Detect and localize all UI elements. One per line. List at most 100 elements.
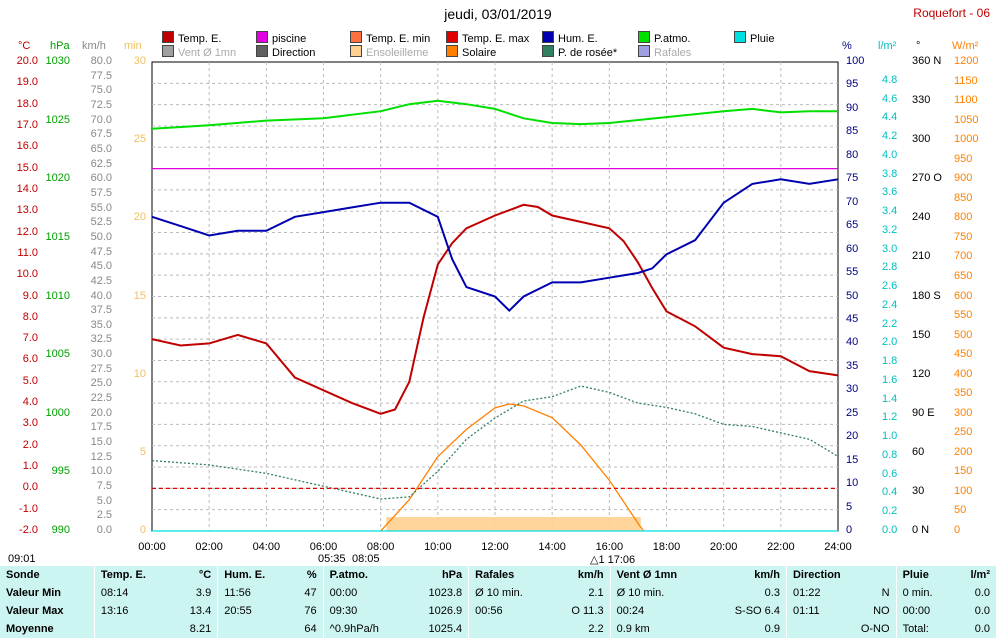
stats-cell: 13:16 — [93, 602, 172, 620]
wind-tick-label: 80.0 — [90, 55, 112, 67]
stats-header-row: Sonde Temp. E. °C Hum. E. % P.atmo. hPa … — [0, 566, 996, 584]
pressure-tick-label: 1005 — [45, 348, 70, 361]
temp-tick-label: 4.0 — [22, 396, 38, 409]
x-tick-label: 24:00 — [824, 541, 852, 553]
rain-tick-label: 2.4 — [882, 298, 898, 311]
chart-title: jeudi, 03/01/2019 — [444, 6, 552, 22]
stats-cell — [468, 620, 550, 638]
x-tick-label: 20:00 — [709, 541, 738, 553]
humidity-tick-label: 0 — [846, 524, 853, 536]
stats-cell: 00:56 — [468, 602, 550, 620]
wind-tick-label: 27.5 — [90, 362, 112, 375]
event-sunrise: 05:35 — [318, 553, 346, 565]
stats-cell: 00:00 — [322, 584, 407, 602]
humidity-tick-label: 95 — [846, 78, 859, 91]
stats-cell: 1025.4 — [428, 623, 463, 635]
temp-unit: °C — [18, 40, 31, 52]
series-line-solaire — [380, 403, 645, 532]
solar-tick-label: 150 — [954, 465, 973, 478]
direction-tick-label: 210 — [912, 250, 931, 263]
rain-tick-label: 3.2 — [882, 223, 898, 236]
stats-cell — [93, 620, 172, 638]
wind-tick-label: 55.0 — [90, 201, 112, 214]
wind-tick-label: 10.0 — [90, 465, 112, 478]
minutes-tick-label: 5 — [139, 445, 146, 458]
solar-tick-label: 350 — [954, 387, 973, 400]
legend-item: Vent Ø 1mn — [162, 45, 236, 59]
rain-tick-label: 2.8 — [882, 261, 898, 274]
solar-tick-label: 400 — [954, 367, 973, 380]
direction-unit: ° — [916, 40, 921, 52]
wind-tick-label: 25.0 — [90, 377, 112, 390]
wind-tick-label: 70.0 — [90, 113, 112, 126]
rain-tick-label: 3.6 — [882, 186, 898, 199]
legend-swatch — [162, 31, 174, 43]
stats-header: km/h — [754, 569, 780, 581]
temp-tick-label: 3.0 — [22, 417, 38, 430]
solar-tick-label: 300 — [954, 406, 973, 419]
legend-item: P. de rosée* — [542, 45, 617, 59]
solar-tick-label: 200 — [954, 445, 973, 458]
legend-item: Solaire — [446, 45, 496, 59]
rain-tick-label: 1.8 — [882, 355, 898, 368]
solar-tick-label: 900 — [954, 172, 973, 185]
direction-tick-label: 240 — [912, 211, 931, 224]
stats-cell: 0.0 — [974, 587, 990, 599]
minutes-tick-label: 0 — [139, 524, 146, 536]
stats-cell: N — [881, 587, 890, 599]
pressure-tick-label: 1000 — [45, 406, 70, 419]
rain-tick-label: 4.0 — [882, 148, 898, 161]
wind-tick-label: 47.5 — [90, 245, 112, 258]
stats-cell: 64 — [304, 623, 317, 635]
stats-header: °C — [198, 569, 212, 581]
temp-tick-label: 18.0 — [16, 97, 38, 110]
solar-tick-label: 450 — [954, 348, 973, 361]
rain-tick-label: 1.0 — [882, 430, 898, 443]
stats-cell: 1026.9 — [428, 605, 463, 617]
legend-swatch — [446, 31, 458, 43]
humidity-tick-label: 70 — [846, 195, 859, 208]
wind-tick-label: 60.0 — [90, 172, 112, 185]
direction-tick-label: 270 O — [912, 172, 942, 185]
legend-item: P.atmo. — [638, 31, 691, 45]
legend-swatch — [638, 31, 650, 43]
direction-tick-label: 300 — [912, 133, 931, 146]
rain-tick-label: 1.6 — [882, 373, 898, 386]
temp-tick-label: 17.0 — [16, 118, 38, 131]
wind-tick-label: 72.5 — [90, 98, 112, 111]
direction-tick-label: 150 — [912, 328, 931, 341]
legend-swatch — [256, 31, 268, 43]
pressure-tick-label: 1025 — [45, 113, 70, 126]
stats-cell: 09:30 — [322, 602, 407, 620]
wind-tick-label: 17.5 — [90, 421, 112, 434]
direction-tick-label: 90 E — [912, 406, 935, 419]
wind-tick-label: 22.5 — [90, 392, 112, 405]
minutes-tick-label: 25 — [133, 133, 146, 146]
solar-tick-label: 1000 — [954, 133, 979, 146]
series-line-p-atmo — [151, 99, 838, 130]
sunshine-band — [386, 517, 641, 531]
stats-header: Temp. E. — [93, 566, 172, 584]
rain-tick-label: 0.0 — [882, 524, 898, 536]
stats-cell: 0.0 — [974, 605, 990, 617]
legend-swatch — [350, 31, 362, 43]
legend-item: Temp. E. — [162, 31, 221, 45]
humidity-tick-label: 25 — [846, 406, 859, 419]
direction-tick-label: 30 — [912, 484, 925, 497]
wind-tick-label: 35.0 — [90, 318, 112, 331]
humidity-unit: % — [842, 40, 852, 52]
wind-tick-label: 65.0 — [90, 142, 112, 155]
stats-cell: 01:22 — [785, 584, 841, 602]
wind-tick-label: 2.5 — [96, 509, 112, 522]
solar-tick-label: 1100 — [954, 94, 978, 107]
stats-cell: Total: — [895, 620, 954, 638]
stats-cell: NO — [873, 605, 890, 617]
rain-tick-label: 1.2 — [882, 411, 898, 424]
legend-label: Temp. E. — [178, 33, 222, 45]
wind-tick-label: 32.5 — [90, 333, 112, 346]
wind-tick-label: 37.5 — [90, 304, 112, 317]
legend-label: Direction — [272, 47, 316, 59]
temp-tick-label: -1.0 — [19, 502, 38, 515]
stats-cell: 0.3 — [764, 587, 780, 599]
humidity-tick-label: 55 — [846, 266, 859, 279]
